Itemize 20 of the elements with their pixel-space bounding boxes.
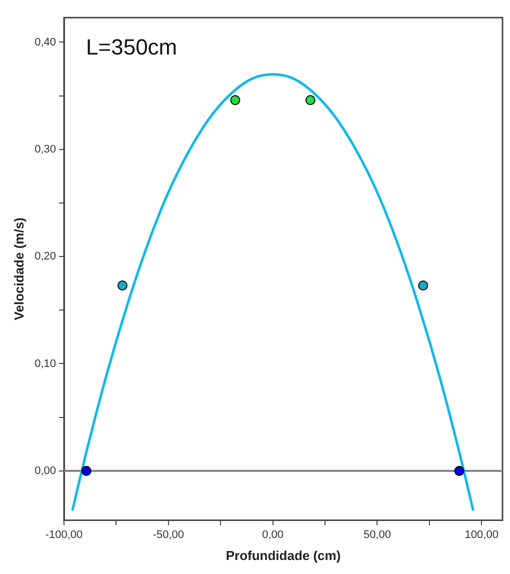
y-tick-label: 0,00 [34,464,56,477]
point [230,95,240,106]
y-tick-label: 0,40 [34,36,56,48]
x-tick-label: -100,00 [45,528,83,541]
y-tick-label: 0,10 [34,358,56,370]
point [117,280,128,291]
x-tick-label: 0,00 [262,528,284,541]
y-tick-label: 0,20 [34,250,56,263]
line-series [71,73,475,512]
point [418,280,428,291]
point [81,466,92,476]
point [305,95,316,106]
point [454,466,464,476]
x-axis-title: Profundidade (cm) [226,548,341,563]
y-axis-title: Velocidade (m/s) [11,218,26,320]
x-tick-label: 50,00 [363,528,391,541]
y-tick-label: 0,30 [34,143,56,156]
annotation: L=350cm [86,34,178,60]
x-tick-label: 100,00 [464,528,498,541]
x-tick-label: -50,00 [152,528,184,541]
